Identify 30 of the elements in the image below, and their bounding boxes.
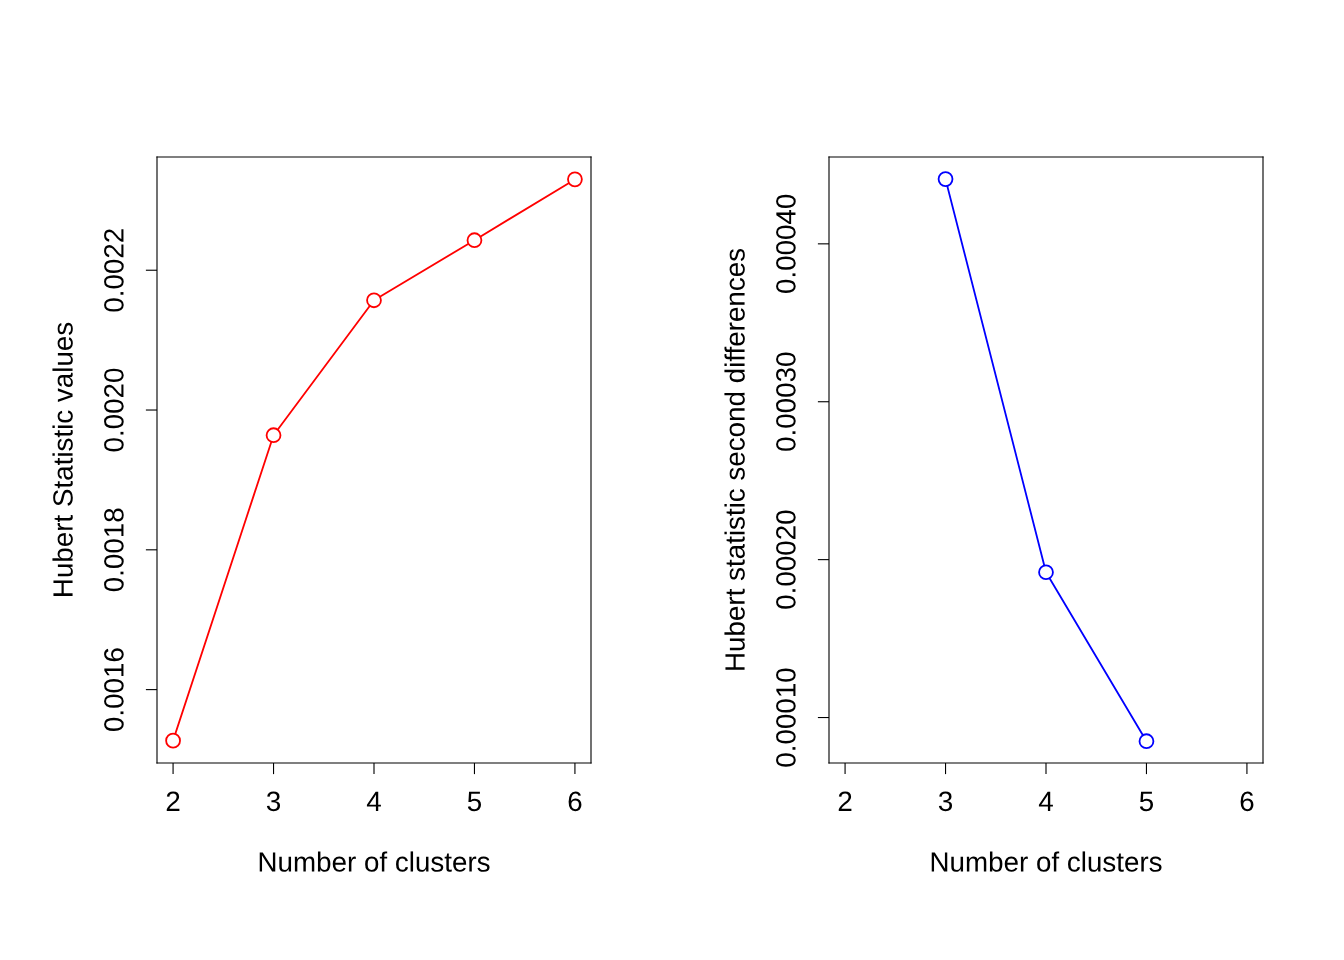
y-tick-label: 0.00010	[776, 668, 796, 767]
x-tick-label: 3	[938, 791, 953, 812]
y-tick-label: 0.0022	[104, 229, 124, 312]
x-tick-label: 4	[1038, 791, 1053, 811]
point	[1138, 733, 1155, 750]
x-tick-label: 6	[1240, 791, 1254, 812]
x-tick-label: 5	[1139, 791, 1154, 812]
x-tick-label: 6	[568, 791, 582, 812]
x-axis-title: Number of clusters	[259, 851, 490, 872]
point	[165, 732, 181, 749]
point	[937, 171, 954, 187]
x-tick-label: 4	[366, 791, 381, 811]
y-axis-title: Hubert statistic second differences	[724, 248, 745, 670]
x-tick-label: 2	[838, 791, 852, 811]
y-tick-label: 0.0016	[104, 648, 124, 731]
y-tick-label: 0.0018	[104, 508, 124, 592]
point	[567, 171, 583, 188]
x-tick-label: 5	[467, 791, 482, 812]
y-tick-label: 0.00040	[776, 194, 796, 293]
x-axis-title: Number of clusters	[931, 851, 1162, 872]
y-tick-label: 0.00030	[776, 352, 796, 451]
point	[265, 427, 282, 444]
point	[466, 232, 483, 249]
y-tick-label: 0.0020	[104, 368, 124, 452]
x-tick-label: 3	[266, 791, 281, 812]
y-axis-title: Hubert Statistic values	[52, 322, 73, 596]
y-tick-label: 0.00020	[776, 510, 796, 609]
point	[366, 292, 382, 309]
x-tick-label: 2	[166, 791, 180, 811]
point	[1038, 564, 1054, 581]
